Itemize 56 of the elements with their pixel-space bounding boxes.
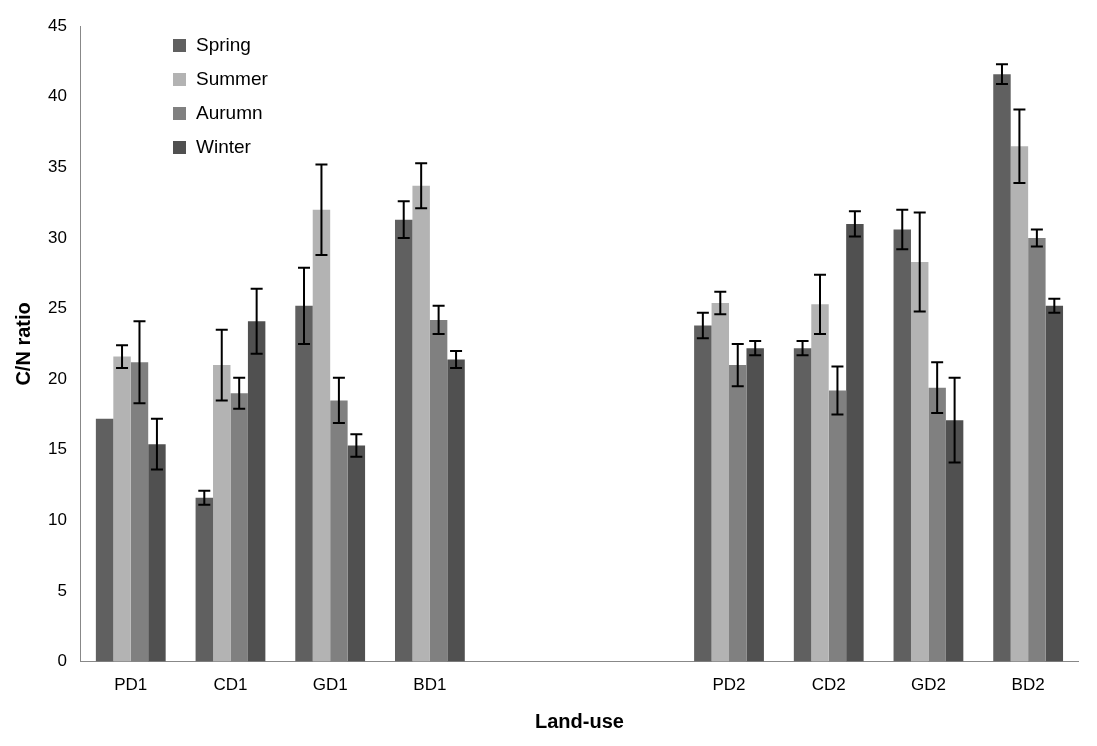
y-tick-label: 45 <box>47 15 67 35</box>
y-tick-label: 15 <box>47 439 67 459</box>
bar <box>711 302 730 662</box>
bar <box>993 74 1011 662</box>
bar <box>95 418 114 662</box>
x-tick-label: PD2 <box>712 675 746 695</box>
bar <box>928 387 946 662</box>
x-tick-label: BD1 <box>413 675 447 695</box>
bar <box>746 348 764 662</box>
y-tick-label: 35 <box>47 157 67 177</box>
bar <box>429 319 448 662</box>
bar <box>347 445 366 662</box>
y-tick-label: 25 <box>47 298 67 318</box>
x-tick-label: PD1 <box>114 675 148 695</box>
bar <box>1028 238 1046 662</box>
bar <box>412 185 430 662</box>
legend-label: Aurumn <box>196 102 263 124</box>
bar <box>893 229 911 662</box>
bar <box>230 393 248 662</box>
bar <box>247 321 266 662</box>
x-tick-label: GD1 <box>312 675 348 695</box>
bar <box>330 400 348 662</box>
bar <box>195 497 214 662</box>
y-tick-label: 20 <box>47 368 67 388</box>
bar <box>447 359 465 662</box>
bar <box>793 348 812 662</box>
legend-label: Spring <box>196 34 251 56</box>
bar <box>846 223 864 662</box>
bar <box>694 325 712 662</box>
bar <box>130 362 149 662</box>
legend-label: Winter <box>196 136 251 158</box>
bar <box>811 304 829 662</box>
bar <box>945 420 964 662</box>
x-tick-label: BD2 <box>1011 675 1045 695</box>
bar <box>312 209 331 662</box>
bar <box>828 390 847 662</box>
bar <box>213 365 231 662</box>
bar <box>1010 146 1029 662</box>
y-tick-label: 10 <box>47 510 67 530</box>
bar <box>910 262 929 662</box>
y-tick-label: 40 <box>47 86 67 106</box>
legend-label: Summer <box>196 68 268 90</box>
bar <box>1045 305 1064 662</box>
y-tick-label: 0 <box>57 651 67 671</box>
y-tick-label: 30 <box>47 227 67 247</box>
bar <box>295 305 313 662</box>
bar <box>729 365 747 662</box>
x-tick-label: CD1 <box>213 675 248 695</box>
bar <box>113 356 131 662</box>
x-tick-label: GD2 <box>910 675 946 695</box>
bar <box>394 219 413 662</box>
bar <box>148 444 166 662</box>
y-tick-label: 5 <box>57 580 67 600</box>
y-axis-title: C/N ratio <box>11 302 34 386</box>
x-axis-title: Land-use <box>535 709 624 732</box>
x-tick-label: CD2 <box>811 675 846 695</box>
